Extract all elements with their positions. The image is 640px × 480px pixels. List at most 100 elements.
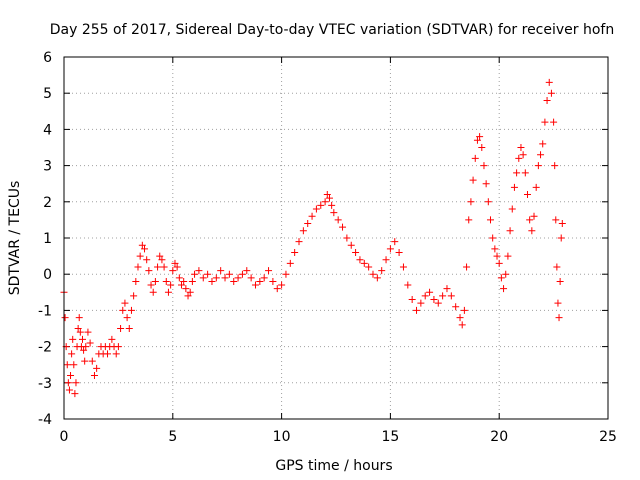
data-point	[532, 183, 540, 191]
data-point	[557, 234, 565, 242]
data-point	[486, 216, 494, 224]
data-point	[182, 285, 190, 293]
data-point	[543, 96, 551, 104]
y-tick-label: 0	[43, 267, 52, 283]
data-point	[439, 292, 447, 300]
data-point	[230, 277, 238, 285]
data-point	[156, 252, 164, 260]
data-point	[515, 154, 523, 162]
x-tick-label: 25	[599, 429, 617, 445]
data-point	[391, 238, 399, 246]
data-point	[552, 216, 560, 224]
y-tick-label: 4	[43, 122, 52, 138]
data-point	[550, 118, 558, 126]
data-point	[160, 263, 168, 271]
data-point	[299, 227, 307, 235]
data-point	[304, 220, 312, 228]
data-point	[80, 346, 88, 354]
data-point	[434, 299, 442, 307]
data-point	[208, 277, 216, 285]
data-point	[537, 151, 545, 159]
data-point	[456, 314, 464, 322]
data-point	[478, 144, 486, 151]
data-point	[558, 220, 566, 228]
y-tick-label: -1	[38, 303, 52, 319]
data-point	[317, 201, 325, 209]
data-point	[480, 162, 488, 170]
data-point	[243, 267, 251, 275]
data-point	[265, 267, 273, 275]
y-tick-label: 5	[43, 86, 52, 102]
data-point	[323, 191, 331, 199]
data-point	[75, 314, 83, 322]
y-axis-label: SDTVAR / TECUs	[7, 181, 23, 296]
data-point	[482, 180, 490, 188]
data-point	[347, 241, 355, 249]
data-point	[308, 212, 316, 220]
data-point	[125, 325, 133, 332]
data-point	[547, 89, 555, 97]
data-point	[426, 288, 434, 296]
data-point	[195, 267, 203, 275]
data-point	[212, 274, 220, 282]
data-point	[539, 140, 547, 148]
data-point	[251, 281, 259, 289]
data-point	[127, 306, 135, 314]
data-point	[491, 245, 499, 253]
data-point	[86, 339, 94, 347]
data-point	[553, 263, 561, 271]
data-point	[473, 136, 481, 144]
data-point	[489, 234, 497, 242]
x-tick-label: 15	[381, 429, 399, 445]
data-point	[63, 361, 71, 369]
data-point	[471, 154, 479, 162]
data-point	[273, 285, 281, 293]
data-point	[465, 216, 473, 224]
data-point	[141, 245, 149, 253]
data-point	[167, 281, 175, 289]
data-point	[443, 285, 451, 293]
data-point	[460, 306, 468, 314]
data-point	[452, 303, 460, 311]
data-point	[191, 270, 199, 278]
chart-title: Day 255 of 2017, Sidereal Day-to-day VTE…	[50, 22, 614, 38]
data-point	[554, 299, 562, 307]
data-point	[186, 288, 194, 296]
data-point	[528, 227, 536, 235]
data-point	[502, 270, 510, 278]
x-tick-label: 5	[168, 429, 177, 445]
data-point	[378, 267, 386, 275]
x-tick-label: 10	[273, 429, 291, 445]
data-point	[134, 263, 142, 271]
data-point	[417, 299, 425, 307]
data-point	[171, 259, 179, 267]
data-point	[217, 267, 225, 275]
data-point	[530, 212, 538, 220]
data-point	[256, 277, 264, 285]
data-point	[278, 281, 286, 289]
data-point	[513, 169, 521, 177]
data-point	[497, 274, 505, 282]
y-tick-label: -3	[38, 376, 52, 392]
data-point	[74, 325, 82, 332]
data-point	[467, 198, 475, 206]
data-point	[67, 372, 75, 380]
data-point	[330, 209, 338, 217]
data-point	[169, 267, 177, 275]
data-point	[225, 270, 233, 278]
data-point	[130, 292, 138, 300]
data-point	[476, 133, 484, 141]
data-point	[112, 350, 120, 358]
data-point	[447, 292, 455, 300]
data-point	[321, 198, 329, 206]
data-point	[93, 364, 101, 372]
data-point	[88, 357, 96, 365]
data-point	[69, 335, 77, 343]
data-point	[188, 277, 196, 285]
data-point	[430, 296, 438, 304]
data-point	[84, 328, 92, 336]
data-point	[404, 281, 412, 289]
y-tick-label: 2	[43, 195, 52, 211]
